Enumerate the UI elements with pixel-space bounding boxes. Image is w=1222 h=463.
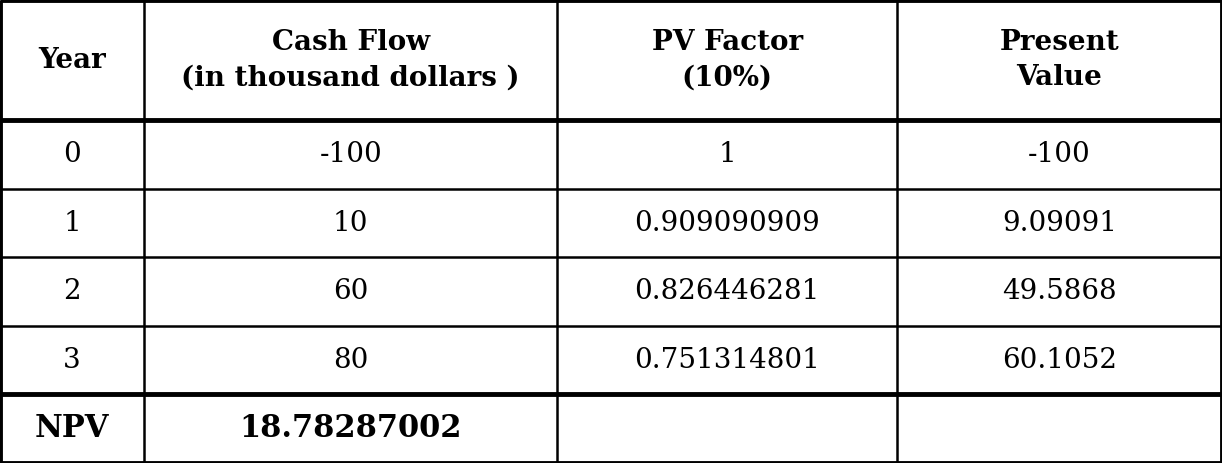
Text: 2: 2 — [64, 278, 81, 305]
Text: 3: 3 — [64, 347, 81, 374]
Text: Cash Flow
(in thousand dollars ): Cash Flow (in thousand dollars ) — [181, 29, 521, 91]
Text: 0.909090909: 0.909090909 — [634, 210, 820, 237]
Text: 60.1052: 60.1052 — [1002, 347, 1117, 374]
Text: 80: 80 — [334, 347, 368, 374]
Text: NPV: NPV — [35, 413, 109, 444]
Text: 10: 10 — [332, 210, 369, 237]
Text: 0.826446281: 0.826446281 — [634, 278, 820, 305]
Text: 0.751314801: 0.751314801 — [634, 347, 820, 374]
Text: Present
Value: Present Value — [1000, 29, 1119, 91]
Text: -100: -100 — [319, 141, 382, 168]
Text: 1: 1 — [64, 210, 81, 237]
Text: 0: 0 — [64, 141, 81, 168]
Text: 1: 1 — [719, 141, 736, 168]
Text: -100: -100 — [1028, 141, 1091, 168]
Text: 9.09091: 9.09091 — [1002, 210, 1117, 237]
Text: 60: 60 — [334, 278, 368, 305]
Text: PV Factor
(10%): PV Factor (10%) — [651, 29, 803, 91]
Text: Year: Year — [38, 47, 106, 74]
Text: 18.78287002: 18.78287002 — [240, 413, 462, 444]
Text: 49.5868: 49.5868 — [1002, 278, 1117, 305]
